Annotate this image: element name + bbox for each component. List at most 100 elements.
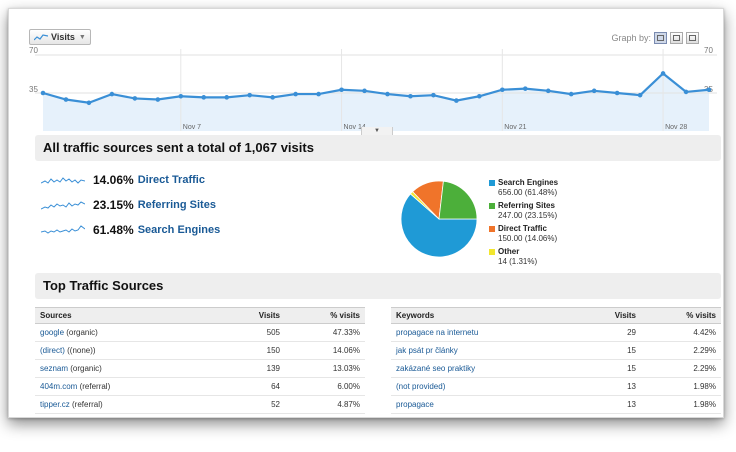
- data-point: [40, 90, 46, 96]
- search-engines-percent: 61.48%: [93, 223, 134, 237]
- data-point: [201, 95, 207, 100]
- metric-selector-label: Visits: [51, 32, 75, 42]
- direct-traffic-link[interactable]: Direct Traffic: [137, 174, 205, 186]
- traffic-row-search: 61.48% Search Engines: [41, 222, 220, 238]
- table-row: (direct) ((none)) 150 14.06%: [35, 341, 365, 360]
- table-cell-name: google (organic): [35, 323, 225, 342]
- referring-sites-sparkline: [41, 201, 85, 210]
- column-header-pct-visits[interactable]: % visits: [285, 307, 365, 324]
- table-cell-pct: 4.42%: [641, 323, 721, 342]
- x-axis-label: Nov 14: [344, 124, 366, 131]
- table-cell-visits: 13: [581, 395, 641, 414]
- table-row: propagace na internetu 29 4.42%: [391, 323, 721, 342]
- table-cell-pct: 4.87%: [285, 395, 365, 414]
- row-link[interactable]: zakázané seo praktiky: [396, 364, 476, 373]
- table-cell-visits: 15: [581, 341, 641, 360]
- pie-slice-search-engines: [400, 193, 478, 258]
- direct-traffic-sparkline: [41, 177, 85, 184]
- table-cell-name: (direct) ((none)): [35, 341, 225, 360]
- table-cell-name: 404m.com (referral): [35, 377, 225, 396]
- graph-by-day-button[interactable]: [654, 32, 667, 44]
- data-point: [408, 93, 413, 99]
- row-link[interactable]: propagace: [396, 400, 434, 409]
- data-point: [591, 88, 597, 94]
- metric-selector-button[interactable]: Visits ▼: [29, 29, 91, 45]
- row-link[interactable]: (direct): [40, 346, 65, 355]
- graph-by-week-button[interactable]: [670, 32, 683, 44]
- table-cell-pct: 1.98%: [641, 377, 721, 396]
- row-link[interactable]: 404m.com: [40, 382, 78, 391]
- table-cell-name: tipper.cz (referral): [35, 395, 225, 414]
- table-cell-visits: 505: [225, 323, 285, 342]
- data-point: [614, 90, 620, 96]
- column-header-keywords[interactable]: Keywords: [391, 307, 581, 324]
- pie-legend: Search Engines 656.00 (61.48%) Referring …: [489, 178, 558, 270]
- column-header-visits[interactable]: Visits: [581, 307, 641, 324]
- data-point: [63, 97, 69, 102]
- data-point: [660, 71, 666, 76]
- data-point: [454, 98, 459, 103]
- legend-label: Other: [498, 247, 520, 256]
- data-point: [477, 93, 482, 99]
- legend-label: Referring Sites: [498, 201, 555, 210]
- table-header-row: Sources Visits % visits: [35, 307, 365, 324]
- table-cell-name: zakázané seo praktiky: [391, 359, 581, 378]
- row-link[interactable]: google: [40, 328, 65, 337]
- row-medium: (referral): [69, 400, 103, 409]
- visits-line: [42, 71, 710, 104]
- data-point: [637, 92, 643, 98]
- data-point: [706, 87, 712, 93]
- data-point: [224, 95, 230, 100]
- analytics-panel: Visits ▼ Graph by: 70 35 70 35 Nov 7Nov …: [8, 8, 724, 418]
- table-row: zakázané seo praktiky 15 2.29%: [391, 359, 721, 378]
- data-point: [109, 91, 115, 97]
- table-cell-name: seznam (organic): [35, 359, 225, 378]
- graph-by-label: Graph by:: [611, 33, 651, 43]
- visits-area: [43, 73, 709, 131]
- column-header-sources[interactable]: Sources: [35, 307, 225, 324]
- table-header-row: Keywords Visits % visits: [391, 307, 721, 324]
- traffic-sources-pie-chart[interactable]: [399, 179, 479, 259]
- legend-value: 14 (1.31%): [498, 257, 538, 266]
- legend-swatch: [489, 249, 495, 255]
- direct-traffic-percent: 14.06%: [93, 173, 134, 187]
- row-link[interactable]: jak psát pr články: [396, 346, 458, 355]
- search-engines-link[interactable]: Search Engines: [137, 224, 221, 236]
- table-row: jak psát pr články 15 2.29%: [391, 341, 721, 360]
- column-header-visits[interactable]: Visits: [225, 307, 285, 324]
- column-header-pct-visits[interactable]: % visits: [641, 307, 721, 324]
- table-cell-name: propagace: [391, 395, 581, 414]
- data-point: [568, 91, 574, 97]
- data-point: [500, 87, 505, 93]
- row-link[interactable]: tipper.cz: [40, 400, 70, 409]
- row-link[interactable]: (not provided): [396, 382, 446, 391]
- legend-value: 247.00 (23.15%): [498, 211, 558, 220]
- legend-item-direct[interactable]: Direct Traffic 150.00 (14.06%): [489, 224, 558, 244]
- data-point: [132, 96, 138, 101]
- row-link[interactable]: propagace na internetu: [396, 328, 479, 337]
- table-cell-visits: 139: [225, 359, 285, 378]
- data-point: [293, 91, 298, 97]
- x-axis-label: Nov 7: [183, 124, 201, 131]
- referring-sites-percent: 23.15%: [93, 198, 134, 212]
- row-link[interactable]: seznam: [40, 364, 69, 373]
- referring-sites-link[interactable]: Referring Sites: [137, 199, 216, 211]
- data-point: [362, 88, 367, 94]
- data-point: [431, 92, 436, 98]
- table-cell-pct: 6.00%: [285, 377, 365, 396]
- table-cell-pct: 1.98%: [641, 395, 721, 414]
- data-point: [683, 89, 689, 95]
- legend-item-other[interactable]: Other 14 (1.31%): [489, 247, 558, 267]
- legend-item-search[interactable]: Search Engines 656.00 (61.48%): [489, 178, 558, 198]
- data-point: [545, 88, 551, 94]
- visits-line-chart[interactable]: Nov 7 Nov 14 Nov 21 Nov 28: [35, 49, 717, 131]
- graph-by-month-button[interactable]: [686, 32, 699, 44]
- row-medium: (organic): [64, 328, 98, 337]
- table-cell-visits: 52: [225, 395, 285, 414]
- row-medium: (referral): [77, 382, 111, 391]
- legend-label: Direct Traffic: [498, 224, 547, 233]
- legend-item-referring[interactable]: Referring Sites 247.00 (23.15%): [489, 201, 558, 221]
- table-cell-pct: 2.29%: [641, 341, 721, 360]
- data-point: [339, 87, 344, 93]
- chevron-down-icon: ▼: [78, 33, 86, 41]
